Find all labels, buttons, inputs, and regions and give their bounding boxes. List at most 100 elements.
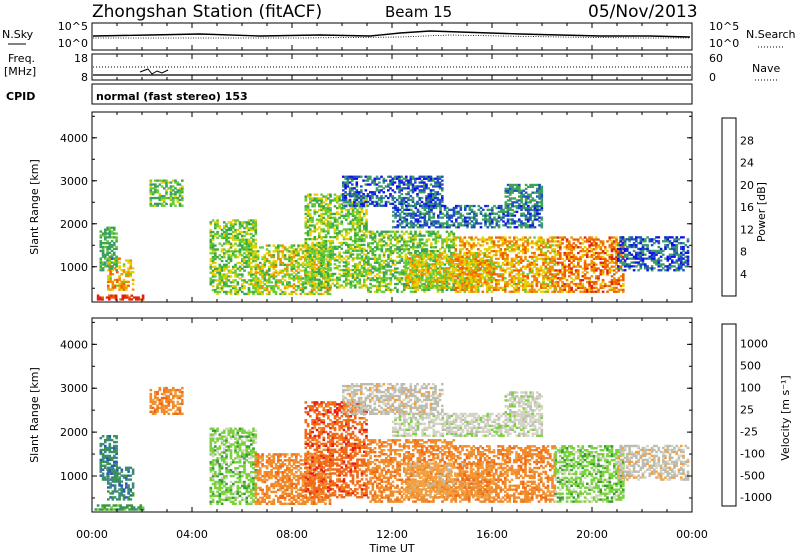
- range-gate-cell: [407, 214, 411, 217]
- range-gate-cell: [396, 220, 400, 223]
- range-gate-cell: [369, 290, 372, 293]
- range-gate-cell: [216, 285, 219, 288]
- range-gate-cell: [163, 195, 166, 198]
- range-gate-cell: [336, 195, 339, 198]
- range-gate-cell: [329, 220, 332, 223]
- range-gate-cell: [468, 261, 471, 264]
- range-gate-cell: [254, 257, 258, 261]
- range-gate-cell: [468, 222, 472, 225]
- range-gate-cell: [524, 248, 527, 251]
- range-gate-cell: [252, 273, 255, 276]
- range-gate-cell: [360, 255, 364, 258]
- range-gate-cell: [151, 193, 155, 196]
- range-gate-cell: [380, 230, 384, 233]
- range-gate-cell: [378, 267, 381, 270]
- range-gate-cell: [309, 208, 312, 212]
- range-gate-cell: [369, 286, 372, 289]
- range-gate-cell: [540, 265, 543, 268]
- range-gate-cell: [405, 248, 408, 251]
- range-gate-cell: [313, 263, 316, 266]
- range-gate-cell: [481, 282, 485, 286]
- range-gate-cell: [311, 286, 314, 289]
- range-gate-cell: [606, 240, 609, 243]
- range-gate-cell: [528, 242, 532, 245]
- range-gate-cell: [238, 269, 242, 272]
- range-gate-cell: [433, 267, 437, 270]
- range-gate-cell: [113, 247, 116, 251]
- range-gate-cell: [236, 256, 240, 259]
- range-gate-cell: [513, 275, 516, 278]
- range-gate-cell: [533, 203, 537, 206]
- range-gate-cell: [430, 250, 433, 253]
- range-gate-cell: [229, 269, 233, 272]
- range-gate-cell: [411, 259, 414, 262]
- range-gate-cell: [104, 263, 107, 266]
- range-gate-cell: [380, 259, 384, 262]
- range-gate-cell: [382, 251, 386, 255]
- range-gate-cell: [109, 278, 112, 282]
- range-gate-cell: [283, 263, 287, 266]
- range-gate-cell: [223, 232, 226, 236]
- range-gate-cell: [247, 279, 251, 282]
- range-gate-cell: [535, 259, 539, 262]
- range-gate-cell: [421, 250, 424, 253]
- range-gate-cell: [181, 185, 184, 188]
- range-gate-cell: [340, 193, 344, 196]
- range-gate-cell: [236, 273, 240, 276]
- range-gate-cell: [324, 274, 328, 277]
- range-gate-cell: [301, 283, 305, 286]
- range-gate-cell: [590, 263, 594, 266]
- range-gate-cell: [450, 230, 453, 233]
- range-gate-cell: [290, 261, 294, 265]
- range-gate-cell: [336, 276, 339, 279]
- range-gate-cell: [561, 257, 564, 260]
- range-gate-cell: [394, 269, 397, 272]
- range-gate-cell: [301, 250, 305, 253]
- range-gate-cell: [546, 267, 550, 270]
- range-gate-cell: [406, 267, 410, 270]
- range-gate-cell: [443, 222, 447, 225]
- range-gate-cell: [414, 212, 418, 215]
- range-gate-cell: [369, 232, 372, 235]
- range-gate-cell: [247, 221, 251, 224]
- range-gate-cell: [247, 265, 251, 268]
- range-gate-cell: [549, 284, 552, 288]
- range-gate-cell: [406, 272, 410, 276]
- range-gate-cell: [527, 201, 530, 204]
- range-gate-cell: [274, 290, 278, 294]
- range-gate-cell: [309, 197, 312, 200]
- range-gate-cell: [309, 278, 312, 281]
- range-gate-cell: [497, 288, 500, 291]
- range-gate-cell: [601, 255, 605, 259]
- range-gate-cell: [421, 248, 424, 251]
- range-gate-cell: [342, 236, 346, 239]
- range-gate-cell: [418, 259, 421, 262]
- range-gate-cell: [329, 274, 332, 277]
- range-gate-cell: [220, 275, 224, 278]
- range-gate-cell: [474, 271, 478, 274]
- range-gate-cell: [572, 265, 576, 268]
- range-gate-cell: [568, 255, 571, 259]
- range-gate-cell: [429, 272, 432, 276]
- range-gate-cell: [568, 267, 571, 270]
- range-gate-cell: [414, 238, 417, 241]
- range-gate-cell: [431, 284, 435, 287]
- range-gate-cell: [113, 278, 117, 282]
- range-gate-cell: [369, 234, 372, 237]
- range-gate-cell: [131, 278, 135, 282]
- range-gate-cell: [286, 283, 289, 286]
- range-gate-cell: [412, 244, 415, 247]
- range-gate-cell: [536, 189, 539, 192]
- range-gate-cell: [214, 279, 217, 282]
- range-gate-cell: [486, 253, 489, 257]
- range-gate-cell: [478, 253, 482, 256]
- range-gate-cell: [229, 275, 233, 278]
- range-gate-cell: [468, 257, 471, 260]
- range-gate-cell: [415, 255, 419, 258]
- range-gate-cell: [306, 263, 310, 266]
- range-gate-cell: [369, 236, 372, 239]
- range-gate-cell: [488, 265, 491, 268]
- range-gate-cell: [490, 263, 494, 266]
- range-gate-cell: [338, 195, 341, 198]
- range-gate-cell: [252, 240, 255, 243]
